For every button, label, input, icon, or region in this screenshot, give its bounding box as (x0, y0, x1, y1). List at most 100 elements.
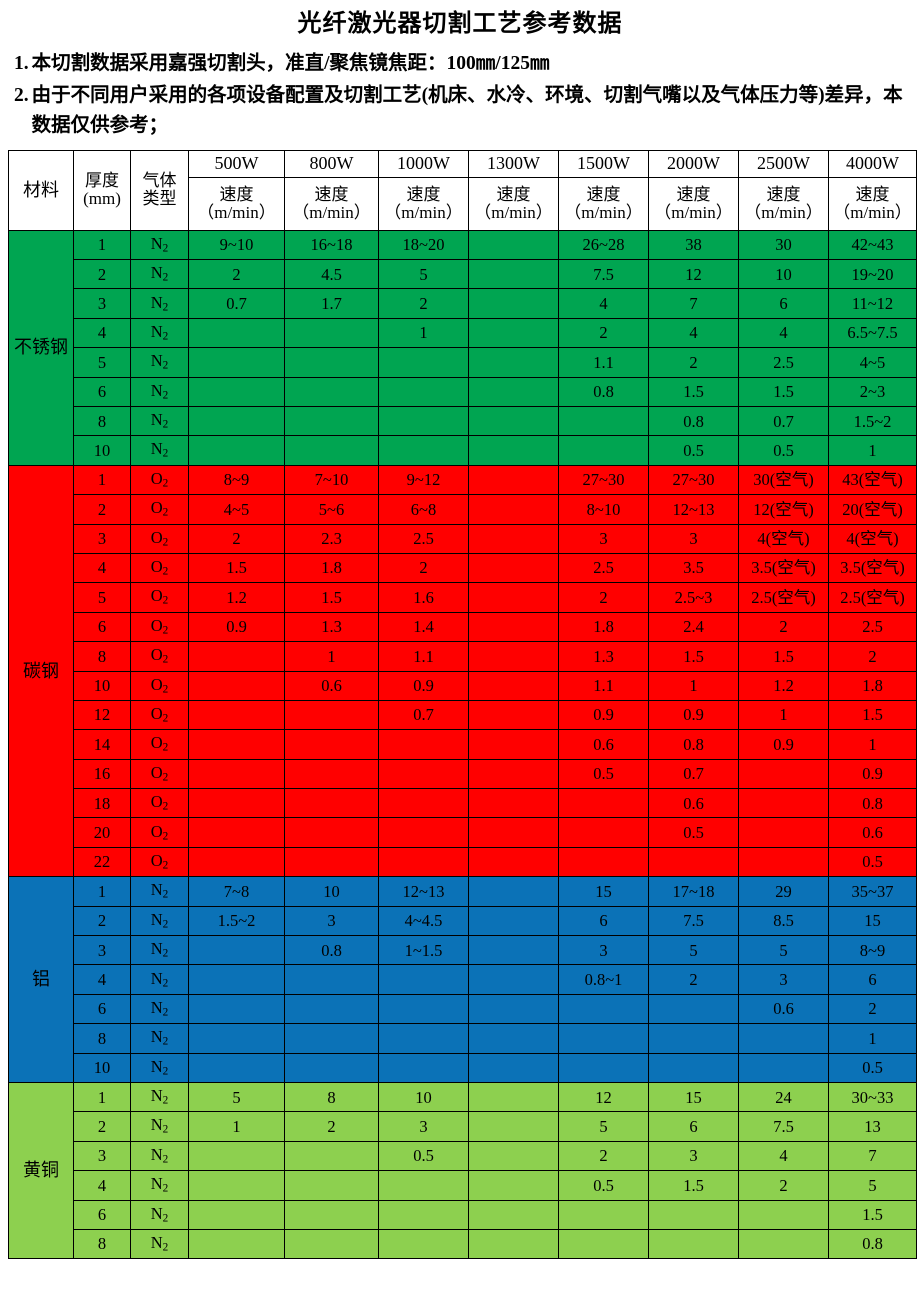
speed-cell-1500w: 2.5 (558, 552, 649, 584)
speed-cell-1500w: 3 (558, 523, 649, 554)
speed-cell-2000w (648, 1052, 739, 1083)
speed-cell-1500w: 4 (558, 288, 649, 319)
speed-cell-500w: 4~5 (188, 494, 285, 525)
speed-cell-2500w (738, 1052, 829, 1083)
speed-cell-800w (284, 1170, 379, 1201)
table-row: 10 O2 0.6 0.9 1.1 1 1.2 1.8 (9, 670, 917, 701)
header-speed-800w: 速度 （m/min） (284, 176, 379, 231)
table-row: 铝 1 N2 7~8 10 12~13 15 17~18 29 35~37 (8, 876, 917, 1083)
speed-cell-1000w: 2 (378, 288, 469, 319)
table-row: 3 N2 0.7 1.7 2 4 7 6 11~12 (9, 288, 917, 319)
speed-cell-1500w: 1.3 (558, 641, 649, 672)
speed-cell-2500w: 3.5(空气) (738, 552, 829, 584)
speed-cell-2500w: 0.5 (738, 435, 829, 466)
table-row: 18 O2 0.6 0.8 (9, 788, 917, 819)
table-row: 碳钢 1 O2 8~9 7~10 9~12 27~30 27~30 30(空气) 43(空气) (8, 464, 917, 878)
header-speed-2500w: 速度 （m/min） (738, 176, 829, 231)
table-row: 黄铜 1 N2 5 8 10 12 15 24 30~33 (8, 1081, 917, 1260)
speed-cell-800w (284, 758, 379, 790)
speed-cell-1000w: 2.5 (378, 523, 469, 554)
thickness-cell: 2 (73, 1111, 131, 1142)
speed-cell-500w (188, 788, 285, 819)
speed-cell-800w (284, 1140, 379, 1172)
speed-cell-1300w (468, 494, 559, 525)
header-power-800w: 800W (284, 149, 379, 178)
speed-label: 速度 (766, 184, 801, 204)
speed-cell-2500w: 0.6 (738, 993, 829, 1025)
speed-cell-4000w: 15 (828, 905, 917, 937)
speed-cell-2500w: 7.5 (738, 1111, 829, 1142)
table-row: 10 N2 0.5 (9, 1052, 917, 1083)
gas-type-cell: N2 (130, 1140, 189, 1172)
speed-cell-2500w: 4 (738, 1140, 829, 1172)
speed-cell-2500w: 1.5 (738, 641, 829, 672)
speed-cell-1500w: 5 (558, 1111, 649, 1142)
speed-cell-800w: 0.6 (284, 670, 379, 701)
speed-cell-1000w (378, 376, 469, 408)
speed-cell-1300w (468, 405, 559, 437)
speed-cell-1000w (378, 788, 469, 819)
speed-label: 速度 (219, 184, 254, 204)
speed-label: 速度 (855, 184, 890, 204)
speed-cell-800w: 0.8 (284, 935, 379, 966)
speed-cell-500w (188, 846, 285, 878)
table-row: 3 O2 2 2.3 2.5 3 3 4(空气) 4(空气) (9, 523, 917, 554)
speed-cell-800w: 16~18 (284, 229, 379, 261)
speed-cell-2000w: 0.8 (648, 729, 739, 760)
speed-cell-800w: 5~6 (284, 494, 379, 525)
cutting-parameters-table: 材料 厚度 (mm) 气体 类型 500W 800W 1000W 1300W 1… (8, 149, 917, 1260)
speed-cell-2000w: 2.4 (648, 611, 739, 643)
speed-cell-1500w: 0.6 (558, 729, 649, 760)
gas-type-cell: O2 (130, 523, 189, 554)
header-speed-1300w: 速度 （m/min） (468, 176, 559, 231)
speed-cell-1000w: 0.9 (378, 670, 469, 701)
speed-cell-1500w (558, 405, 649, 437)
thickness-cell: 6 (73, 993, 131, 1025)
gas-type-cell: O2 (130, 758, 189, 790)
speed-cell-500w (188, 758, 285, 790)
thickness-cell: 8 (73, 1228, 131, 1260)
header-power-1000w: 1000W (378, 149, 469, 178)
material-cell-3: 黄铜 (8, 1081, 74, 1260)
speed-cell-500w (188, 376, 285, 408)
speed-cell-2000w: 0.9 (648, 699, 739, 731)
table-row: 4 N2 0.8~1 2 3 6 (9, 964, 917, 995)
table-header: 材料 厚度 (mm) 气体 类型 500W 800W 1000W 1300W 1… (8, 149, 917, 231)
speed-cell-2000w: 12~13 (648, 494, 739, 525)
speed-cell-2500w: 2 (738, 611, 829, 643)
speed-cell-1500w: 1.1 (558, 347, 649, 378)
speed-unit: （m/min） (292, 202, 371, 222)
gas-type-cell: O2 (130, 817, 189, 848)
speed-cell-2000w: 1.5 (648, 641, 739, 672)
speed-cell-2500w: 30 (738, 229, 829, 261)
speed-cell-2000w: 0.8 (648, 405, 739, 437)
gas-type-cell: N2 (130, 405, 189, 437)
speed-cell-1300w (468, 935, 559, 966)
speed-cell-2000w: 3 (648, 1140, 739, 1172)
table-row: 8 N2 0.8 0.7 1.5~2 (9, 405, 917, 437)
gas-type-cell: N2 (130, 317, 189, 349)
table-row: 4 N2 1 2 4 4 6.5~7.5 (9, 317, 917, 349)
speed-cell-800w (284, 1228, 379, 1260)
speed-cell-800w (284, 1052, 379, 1083)
speed-cell-2000w (648, 1199, 739, 1230)
speed-cell-500w: 1.2 (188, 582, 285, 613)
table-row: 5 N2 1.1 2 2.5 4~5 (9, 347, 917, 378)
speed-cell-2500w: 1.5 (738, 376, 829, 408)
table-row: 2 N2 2 4.5 5 7.5 12 10 19~20 (9, 259, 917, 290)
note-item-1: 1. 本切割数据采用嘉强切割头，准直/聚焦镜焦距：100㎜/125㎜ (14, 49, 906, 79)
speed-cell-1300w (468, 993, 559, 1025)
speed-cell-4000w: 43(空气) (828, 464, 917, 496)
gas-type-cell: N2 (130, 376, 189, 408)
speed-cell-800w (284, 405, 379, 437)
speed-label: 速度 (406, 184, 441, 204)
speed-cell-800w (284, 699, 379, 731)
cutting-parameters-table-wrapper: 材料 厚度 (mm) 气体 类型 500W 800W 1000W 1300W 1… (0, 149, 920, 1260)
thickness-cell: 5 (73, 347, 131, 378)
gas-type-cell: N2 (130, 259, 189, 290)
speed-cell-4000w: 0.9 (828, 758, 917, 790)
header-speed-1000w: 速度 （m/min） (378, 176, 469, 231)
speed-cell-1500w (558, 846, 649, 878)
speed-cell-500w (188, 1140, 285, 1172)
